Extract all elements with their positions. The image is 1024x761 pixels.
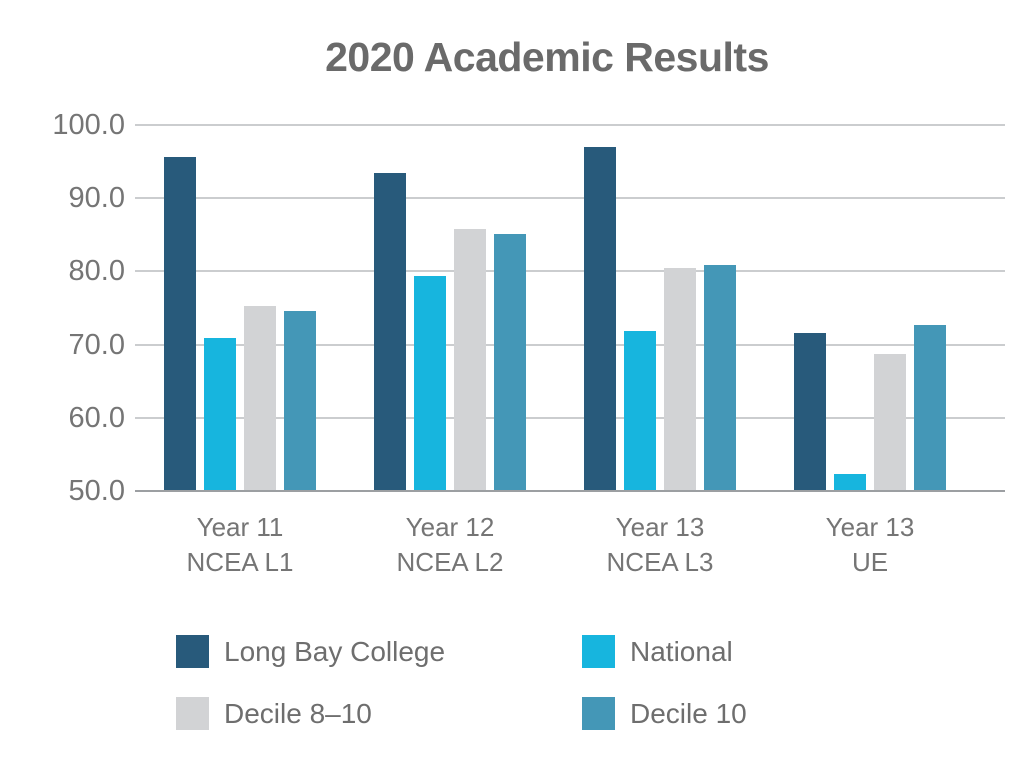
legend-item: National [582,635,733,668]
y-tick-label: 60.0 [68,401,125,434]
bar [164,156,196,490]
legend-label: National [630,635,733,667]
bar-group [345,124,555,490]
bar [704,264,736,490]
x-tick-line1: Year 13 [825,512,915,542]
legend-swatch [582,697,615,730]
bar [494,233,526,490]
gridline [135,270,1005,273]
y-axis: 100.0 90.0 80.0 70.0 60.0 50.0 [0,109,125,507]
x-tick-line2: NCEA L1 [186,547,294,577]
bar [204,337,236,490]
x-tick-line1: Year 13 [615,512,705,542]
legend-swatch [582,635,615,668]
legend-label: Decile 10 [630,697,747,729]
bar-group [555,124,765,490]
gridline [135,197,1005,200]
legend-swatch [176,697,209,730]
legend-item: Long Bay College [176,635,445,668]
bar [374,173,406,490]
legend-label: Long Bay College [224,635,446,667]
bar [874,353,906,490]
bar-groups [135,124,975,490]
gridline [135,124,1005,126]
bar [414,275,446,490]
chart-title: 2020 Academic Results [325,34,769,80]
y-tick-label: 70.0 [68,328,125,361]
x-tick-line2: UE [851,547,889,577]
bar [454,229,486,490]
legend-label: Decile 8–10 [224,697,372,729]
bar-group [135,124,345,490]
gridline [135,343,1005,346]
y-tick-label: 50.0 [68,475,125,507]
bar [624,331,656,490]
y-tick-label: 100.0 [52,109,125,141]
x-tick-line2: NCEA L3 [606,547,714,577]
x-axis-line [135,490,1005,492]
x-tick-line2: NCEA L2 [396,547,504,577]
x-tick-label: Year 13 NCEA L3 [555,510,765,580]
bar [794,333,826,490]
bar [834,473,866,490]
legend-swatch [176,635,209,668]
bar [284,310,316,490]
gridline [135,416,1005,419]
bar-group [765,124,975,490]
x-tick-label: Year 11 NCEA L1 [135,510,345,580]
x-tick-label: Year 13 UE [765,510,975,580]
x-tick-line1: Year 12 [405,512,495,542]
legend-item: Decile 8–10 [176,697,372,730]
legend-item: Decile 10 [582,697,747,730]
bar [664,268,696,490]
bar [244,305,276,490]
y-tick-label: 80.0 [68,255,125,288]
x-tick-label: Year 12 NCEA L2 [345,510,555,580]
plot-area [135,124,1005,492]
x-axis: Year 11 NCEA L1 Year 12 NCEA L2 Year 13 NCEA … [135,510,975,580]
bar [914,324,946,490]
bar [584,147,616,490]
y-tick-label: 90.0 [68,182,125,215]
x-tick-line1: Year 11 [196,512,284,542]
